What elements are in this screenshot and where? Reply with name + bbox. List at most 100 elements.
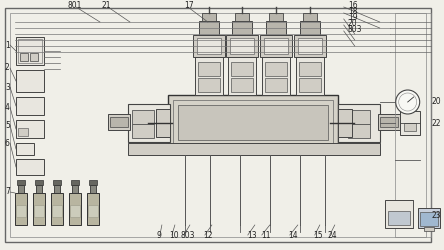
Bar: [72, 185, 78, 193]
Bar: [156, 109, 170, 137]
Bar: [420, 212, 438, 226]
Bar: [89, 180, 97, 185]
Bar: [128, 143, 380, 155]
Bar: [16, 97, 44, 115]
Bar: [16, 37, 44, 65]
Bar: [53, 180, 61, 185]
Bar: [69, 193, 81, 225]
Bar: [87, 193, 99, 225]
Text: 24: 24: [328, 232, 337, 240]
Bar: [395, 13, 431, 237]
Text: 3: 3: [5, 82, 10, 92]
Bar: [33, 193, 45, 225]
Bar: [294, 35, 326, 57]
Text: 2: 2: [5, 64, 10, 72]
Bar: [385, 200, 412, 228]
Bar: [15, 193, 27, 225]
Bar: [193, 35, 225, 57]
Text: 16: 16: [348, 2, 357, 11]
Text: 17: 17: [184, 2, 194, 11]
Bar: [18, 128, 28, 136]
Bar: [424, 227, 434, 231]
Bar: [108, 114, 130, 130]
Bar: [300, 21, 320, 35]
Bar: [34, 205, 44, 217]
Bar: [20, 53, 28, 61]
Text: 6: 6: [5, 138, 10, 147]
Text: 22: 22: [432, 118, 441, 128]
Bar: [16, 205, 26, 217]
Text: 803: 803: [181, 232, 195, 240]
Bar: [51, 193, 63, 225]
Text: 5: 5: [5, 120, 10, 130]
Bar: [17, 180, 25, 185]
Text: 801: 801: [68, 2, 82, 11]
Bar: [16, 120, 44, 138]
Bar: [299, 78, 321, 92]
Bar: [202, 13, 216, 21]
Bar: [16, 159, 44, 175]
Text: 7: 7: [5, 188, 10, 196]
Bar: [178, 105, 328, 140]
Text: 20: 20: [432, 98, 441, 106]
Bar: [10, 13, 426, 237]
Text: 19: 19: [348, 14, 357, 22]
Bar: [265, 78, 287, 92]
Text: 12: 12: [203, 232, 212, 240]
Bar: [71, 180, 79, 185]
Bar: [110, 117, 128, 127]
Bar: [54, 185, 60, 193]
Bar: [380, 117, 398, 127]
Bar: [348, 124, 370, 138]
Bar: [132, 110, 154, 124]
Bar: [303, 13, 317, 21]
Bar: [30, 53, 38, 61]
Bar: [88, 205, 98, 217]
Text: 15: 15: [313, 232, 322, 240]
Bar: [52, 205, 62, 217]
Bar: [348, 110, 370, 124]
Bar: [18, 39, 42, 63]
Bar: [173, 100, 333, 145]
Bar: [230, 38, 254, 54]
Bar: [269, 13, 283, 21]
Text: 18: 18: [348, 8, 357, 16]
Bar: [168, 95, 338, 150]
Bar: [266, 21, 286, 35]
Bar: [197, 38, 221, 54]
Bar: [400, 111, 420, 135]
Bar: [265, 62, 287, 76]
Bar: [262, 57, 290, 95]
Text: 21: 21: [102, 2, 111, 11]
Text: 10: 10: [169, 232, 178, 240]
Bar: [378, 114, 400, 130]
Text: 803: 803: [348, 26, 362, 35]
Bar: [226, 35, 258, 57]
Bar: [338, 104, 380, 142]
Text: 20: 20: [348, 20, 357, 28]
Bar: [260, 35, 292, 57]
Bar: [418, 208, 440, 228]
Bar: [198, 62, 220, 76]
Bar: [199, 21, 219, 35]
Text: 9: 9: [157, 232, 162, 240]
Bar: [36, 185, 42, 193]
Bar: [70, 205, 80, 217]
Text: 14: 14: [288, 232, 297, 240]
Text: 1: 1: [5, 40, 10, 50]
Bar: [231, 62, 253, 76]
Bar: [299, 62, 321, 76]
Bar: [16, 70, 44, 92]
Bar: [232, 21, 252, 35]
Text: 13: 13: [247, 232, 257, 240]
Bar: [388, 211, 410, 225]
Bar: [35, 180, 43, 185]
Bar: [264, 38, 288, 54]
Bar: [195, 57, 223, 95]
Bar: [18, 185, 24, 193]
Bar: [338, 109, 352, 137]
Bar: [228, 57, 256, 95]
Bar: [231, 78, 253, 92]
Bar: [198, 78, 220, 92]
Bar: [90, 185, 96, 193]
